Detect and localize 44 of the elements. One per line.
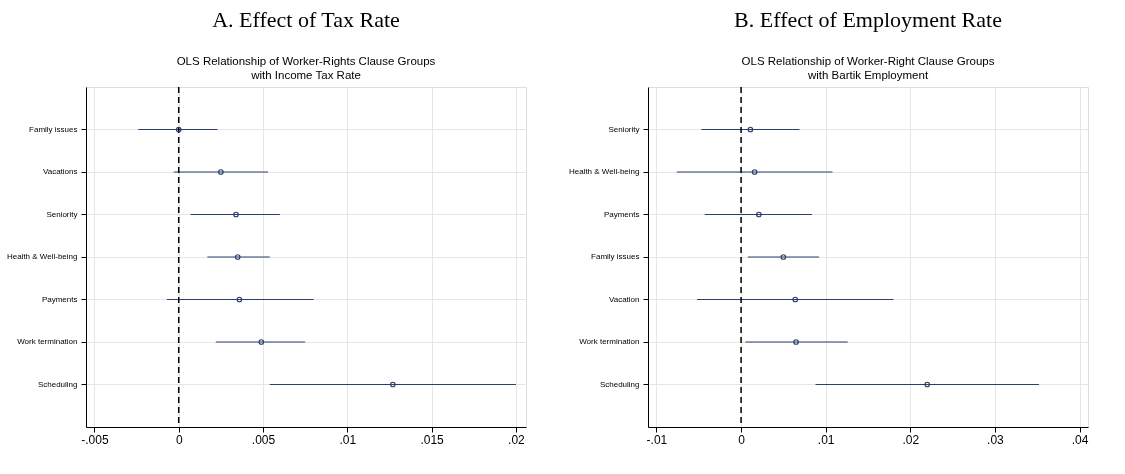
point: [924, 381, 931, 388]
x-tick-label: -.01: [646, 432, 668, 447]
y-tick-label: Work termination: [17, 337, 78, 346]
x-tick-label: .02: [508, 432, 526, 447]
x-tick-label: .01: [817, 432, 835, 447]
point: [389, 381, 396, 388]
x-tick-label: .04: [1071, 432, 1089, 447]
chart-title: A. Effect of Tax Rate: [212, 7, 400, 33]
y-tick-label: Vacation: [608, 294, 640, 304]
x-tick-label: .03: [987, 432, 1005, 447]
x-tick-label: .01: [339, 432, 357, 447]
x-tick-label: 0: [175, 432, 183, 447]
point: [792, 296, 799, 303]
y-tick-label: Health & Well-being: [568, 167, 640, 176]
chart-subtitle: OLS Relationship of Worker-Right Clause Groups with Bartik Employment: [741, 55, 995, 81]
x-tick-label: 0: [738, 432, 746, 447]
point: [756, 211, 762, 218]
point: [236, 296, 243, 303]
y-tick-label: Scheduling: [599, 379, 640, 389]
y-tick-label: Scheduling: [37, 379, 78, 389]
chart-title: B. Effect of Employment Rate: [734, 7, 1002, 33]
y-tick-label: Seniority: [46, 209, 78, 219]
point: [218, 169, 224, 175]
point: [793, 339, 799, 345]
x-tick-label: .02: [902, 432, 920, 447]
x-tick-label: .015: [420, 432, 445, 447]
y-tick-label: Health & Well-being: [6, 252, 78, 261]
y-tick-label: Payments: [603, 209, 640, 219]
point: [747, 126, 754, 133]
point: [233, 211, 239, 218]
y-tick-label: Payments: [41, 294, 78, 304]
chart-subtitle: OLS Relationship of Worker-Rights Clause Groups with Income Tax Rate: [176, 55, 436, 81]
point: [175, 126, 182, 133]
point: [258, 339, 265, 345]
y-tick-label: Work termination: [579, 337, 640, 346]
y-tick-label: Family issues: [591, 252, 640, 261]
y-tick-label: Family issues: [29, 124, 78, 134]
point: [751, 169, 758, 175]
y-tick-label: Vacations: [42, 167, 78, 176]
y-tick-label: Seniority: [608, 124, 640, 134]
x-tick-label: -.005: [81, 432, 109, 447]
point: [780, 254, 787, 260]
x-tick-label: .005: [251, 432, 276, 447]
point: [234, 254, 241, 260]
